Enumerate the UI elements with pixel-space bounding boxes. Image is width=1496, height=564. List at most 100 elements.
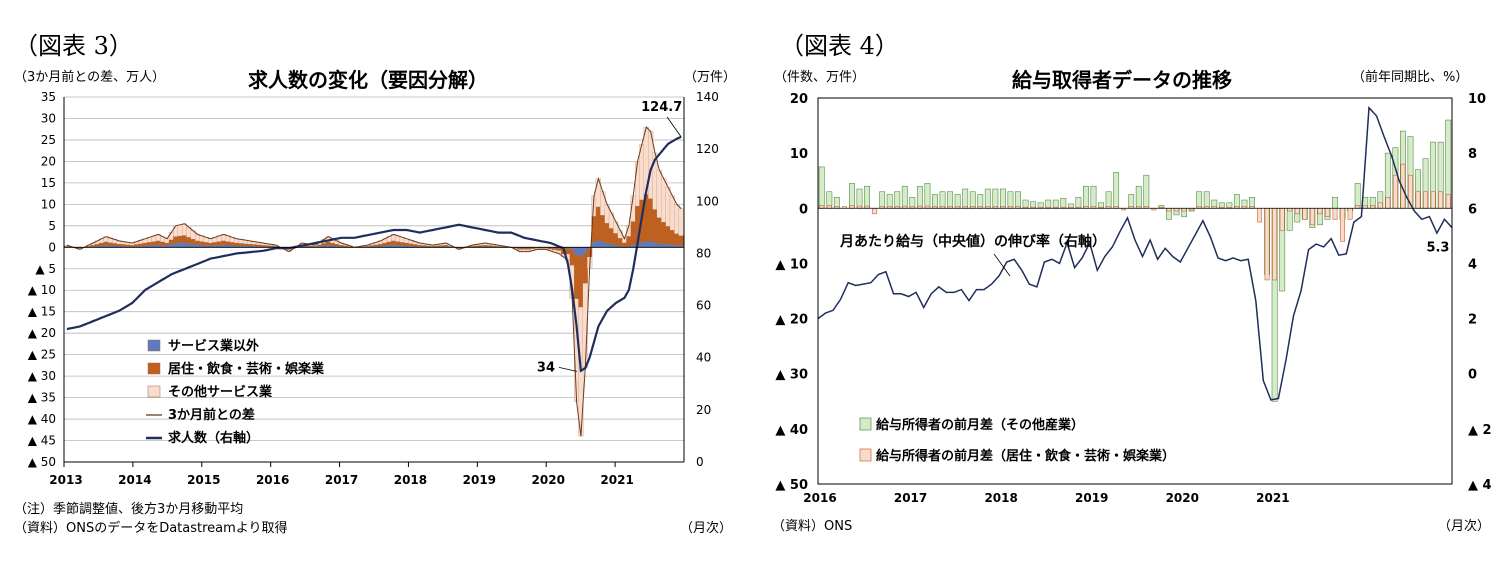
- bar-segment: [656, 243, 662, 248]
- bar-segment: [195, 240, 201, 245]
- bar-segment: [582, 247, 588, 254]
- legend-label: 給与所得者の前月差（その他産業）: [876, 417, 1084, 433]
- y-right-tick-label: 80: [696, 246, 711, 260]
- bar-other-industries: [818, 166, 825, 209]
- bar-other-industries: [1286, 207, 1293, 231]
- bar-segment: [438, 245, 445, 247]
- bar-accommodation: [1272, 207, 1278, 281]
- bar-segment: [643, 241, 649, 248]
- bar-segment: [417, 245, 423, 247]
- bar-other-industries: [864, 185, 871, 209]
- bar-segment: [168, 244, 174, 248]
- bar-segment: [595, 240, 601, 248]
- bar-accommodation: [1392, 174, 1398, 209]
- bar-segment: [421, 245, 427, 247]
- bar-segment: [151, 241, 157, 246]
- bar-segment: [582, 253, 588, 284]
- bar-segment: [617, 238, 623, 247]
- bar-segment: [574, 254, 580, 299]
- annotation-leader: [558, 366, 578, 372]
- bar-segment: [678, 208, 684, 236]
- bar-other-industries: [1354, 183, 1361, 209]
- y-right-tick-label: 2: [1468, 313, 1477, 328]
- bar-segment: [491, 245, 497, 247]
- y-left-tick-label: 20: [790, 92, 808, 107]
- annotation-label: 34: [537, 360, 555, 375]
- bar-other-industries: [1082, 185, 1089, 209]
- bar-segment: [338, 245, 344, 247]
- bar-segment: [604, 242, 610, 248]
- y-left-tick-label: ▲ 5: [35, 262, 56, 276]
- bar-other-industries: [856, 188, 863, 209]
- legend-label: 求人数（右軸）: [168, 430, 259, 446]
- legend-label: その他サービス業: [168, 384, 273, 400]
- bar-segment: [160, 241, 166, 246]
- legend-swatch: [147, 339, 161, 352]
- x-tick-label: 2021: [1256, 491, 1289, 505]
- bar-other-industries: [886, 194, 893, 209]
- bar-segment: [116, 243, 122, 247]
- legend-swatch: [859, 417, 872, 431]
- annotation-label: 5.3: [1426, 241, 1449, 256]
- bar-segment: [639, 242, 645, 248]
- bar-other-industries: [894, 191, 901, 209]
- bar-segment: [264, 245, 270, 247]
- annotation-label: 124.7: [641, 100, 682, 115]
- bar-segment: [600, 215, 606, 242]
- bar-segment: [674, 204, 680, 234]
- bar-accommodation: [849, 205, 855, 209]
- y-left-tick-label: ▲ 40: [775, 423, 808, 438]
- bar-segment: [212, 242, 218, 246]
- bar-segment: [595, 206, 601, 241]
- bar-segment: [656, 169, 662, 218]
- y-right-tick-label: 20: [696, 403, 711, 417]
- bar-segment: [225, 241, 231, 246]
- bar-segment: [613, 221, 619, 234]
- bar-accommodation: [1317, 207, 1323, 215]
- bar-segment: [234, 242, 240, 246]
- figure-label: （図表 4）: [780, 32, 899, 60]
- bar-accommodation: [826, 205, 832, 209]
- bar-segment: [626, 236, 632, 247]
- y-right-tick-label: 100: [696, 194, 719, 208]
- bar-segment: [630, 221, 636, 245]
- y-right-tick-label: 40: [696, 351, 711, 365]
- bar-segment: [164, 242, 170, 246]
- bar-segment: [648, 241, 654, 248]
- bar-segment: [486, 245, 492, 247]
- right-axis-unit: （万件）: [684, 70, 737, 85]
- bar-other-industries: [1113, 172, 1120, 209]
- y-right-tick-label: 8: [1468, 147, 1477, 162]
- bar-accommodation: [819, 205, 825, 209]
- bar-other-industries: [1015, 191, 1021, 209]
- y-right-tick-label: 120: [696, 142, 719, 156]
- bar-segment: [216, 241, 222, 246]
- figure-4-panel: （図表 4） （件数、万件） 給与取得者データの推移 （前年同期比、%） （資料…: [748, 0, 1496, 564]
- bar-segment: [395, 241, 401, 246]
- x-tick-label: 2015: [187, 473, 220, 487]
- bar-segment: [669, 230, 675, 245]
- bar-other-industries: [1196, 191, 1203, 209]
- bar-accommodation: [1340, 207, 1346, 242]
- bar-other-industries: [1332, 196, 1338, 209]
- bar-segment: [242, 243, 249, 246]
- bar-segment: [543, 247, 549, 249]
- bar-segment: [382, 242, 388, 246]
- bar-segment: [190, 238, 196, 245]
- bar-other-industries: [1090, 185, 1097, 209]
- bar-segment: [186, 237, 192, 244]
- bar-segment: [386, 241, 392, 246]
- bar-accommodation: [1347, 207, 1353, 220]
- bar-segment: [412, 244, 418, 247]
- y-right-tick-label: 140: [696, 90, 719, 104]
- bar-segment: [678, 235, 684, 246]
- bar-segment: [155, 240, 161, 245]
- x-axis-unit: （月次）: [1438, 519, 1491, 534]
- bar-segment: [473, 245, 479, 247]
- bar-segment: [591, 242, 597, 248]
- figure-3-panel: （図表 3） （3か月前との差、万人） 求人数の変化（要因分解） （万件） （注…: [14, 32, 737, 536]
- bar-other-industries: [939, 191, 946, 209]
- bar-segment: [661, 222, 667, 244]
- y-left-tick-label: 10: [41, 197, 56, 211]
